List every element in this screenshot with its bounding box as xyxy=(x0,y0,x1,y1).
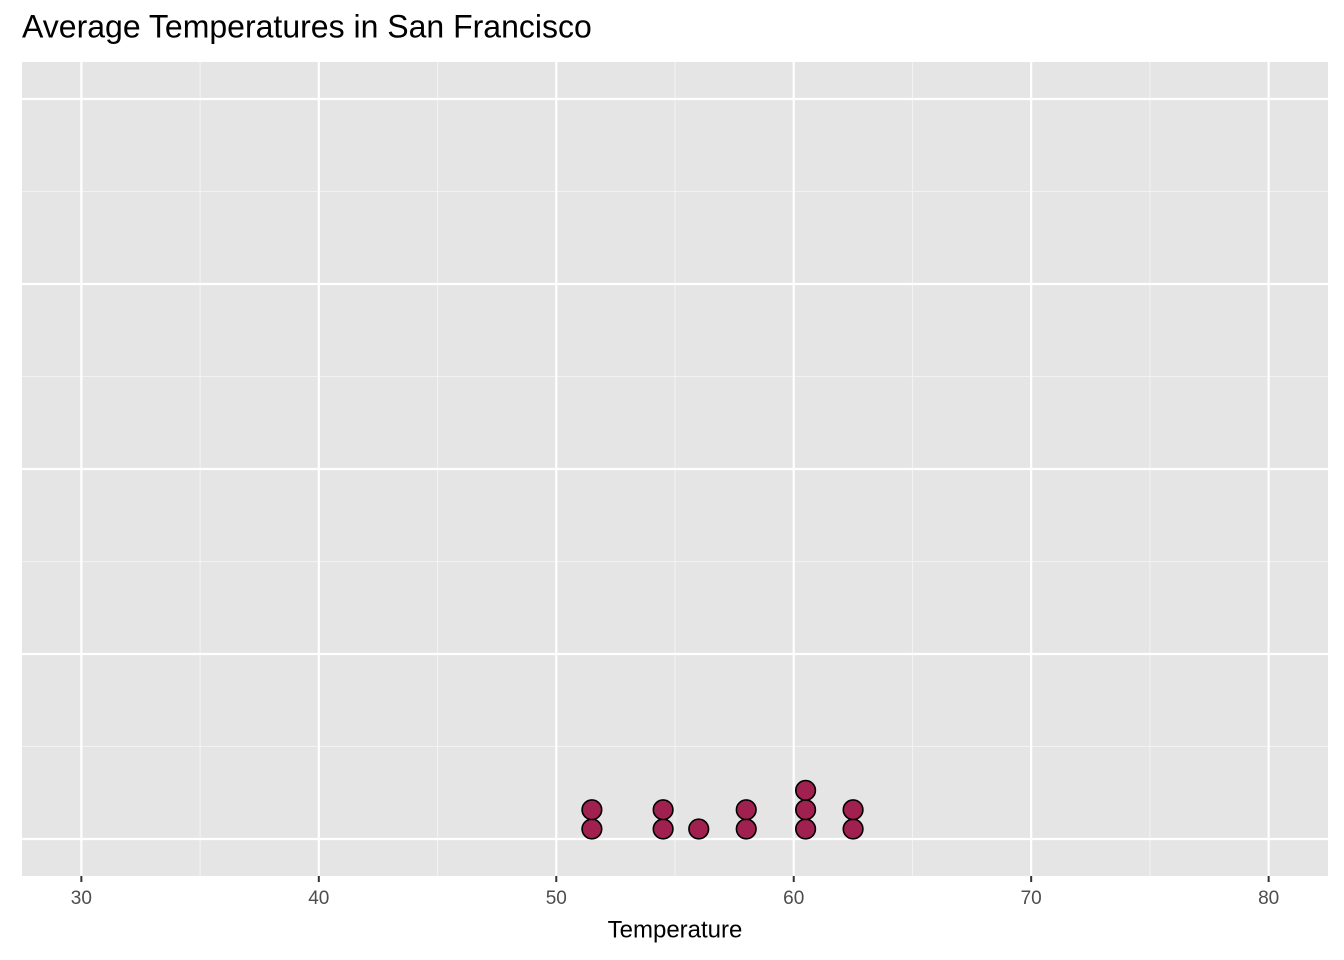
dot xyxy=(581,818,603,840)
dot xyxy=(581,799,603,821)
dot xyxy=(842,799,864,821)
dot xyxy=(652,818,674,840)
dot xyxy=(735,799,757,821)
x-tick-label: 80 xyxy=(1258,888,1279,909)
chart-title: Average Temperatures in San Francisco xyxy=(22,8,592,44)
dot xyxy=(794,799,817,821)
x-tick-label: 70 xyxy=(1021,888,1042,909)
dot xyxy=(688,818,710,840)
dot xyxy=(652,799,674,821)
dot xyxy=(794,779,817,802)
dot xyxy=(842,818,864,840)
x-tick-label: 60 xyxy=(783,888,804,909)
x-tick-label: 40 xyxy=(308,888,329,909)
x-tick-label: 50 xyxy=(546,888,567,909)
dot xyxy=(794,818,817,840)
x-tick-label: 30 xyxy=(71,888,92,909)
x-axis-title: Temperature xyxy=(608,916,743,943)
dot xyxy=(735,818,757,840)
